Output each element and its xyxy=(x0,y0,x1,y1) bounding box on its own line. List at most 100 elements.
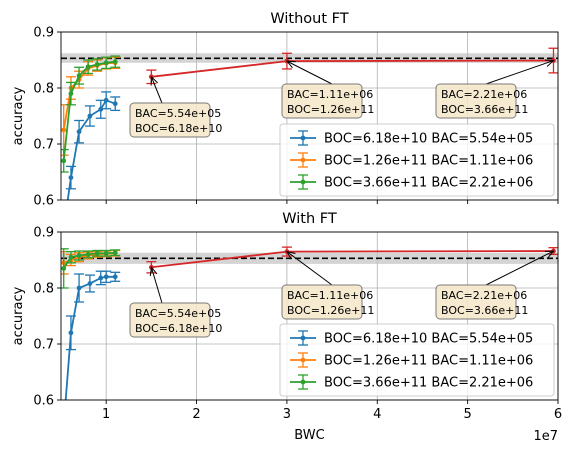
annotation-arrow xyxy=(150,76,163,104)
series-2 xyxy=(61,248,121,289)
data-point xyxy=(68,330,74,336)
annotation-arrowhead xyxy=(150,75,158,86)
y-tick-label: 0.7 xyxy=(33,138,54,153)
annotation-arrow xyxy=(286,251,333,286)
plot-area xyxy=(61,246,558,428)
data-point xyxy=(112,59,118,65)
x-tick-label: 1 xyxy=(102,407,110,422)
annotation-box xyxy=(129,102,211,138)
data-point xyxy=(112,274,118,280)
annotation-arrowhead xyxy=(149,266,158,277)
chart-panel-without-ft: 0.6 0.7 0.8 0.9 Without FT accuracy BAC=5.54e+… xyxy=(11,11,559,231)
data-point xyxy=(61,266,67,271)
legend-label: BOC=1.26e+11 BAC=1.11e+06 xyxy=(324,354,533,369)
data-point xyxy=(68,91,74,96)
x-tick-label: 3 xyxy=(283,407,291,422)
annotation-text: BAC=1.11e+06 xyxy=(287,289,373,302)
annotation-text: BOC=1.26e+11 xyxy=(287,304,374,317)
y-tick-label: 0.8 xyxy=(33,82,54,97)
series-line xyxy=(64,275,116,400)
series-0 xyxy=(61,91,121,231)
annotation-arrowhead xyxy=(544,250,555,259)
annotation-arrow xyxy=(485,60,554,85)
annotation-text: BAC=2.21e+06 xyxy=(441,289,527,302)
data-point xyxy=(103,274,109,280)
legend-label: BOC=3.66e+11 BAC=2.21e+06 xyxy=(324,176,533,191)
data-point xyxy=(61,158,67,164)
legend: BOC=6.18e+10 BAC=5.54e+05 BOC=1.26e+11 BA… xyxy=(279,323,555,397)
legend-label: BOC=3.66e+11 BAC=2.21e+06 xyxy=(324,376,533,391)
annotation-arrow xyxy=(485,250,554,286)
data-point xyxy=(85,64,91,70)
axes-frame xyxy=(60,231,559,401)
data-point xyxy=(76,129,82,135)
x-tick-label: 4 xyxy=(373,407,381,422)
data-point xyxy=(68,175,74,181)
annotation-text: BOC=1.26e+11 xyxy=(287,103,374,116)
data-point xyxy=(94,62,100,67)
data-point xyxy=(94,250,100,256)
data-point xyxy=(76,73,82,79)
data-point xyxy=(61,423,66,428)
y-tick-label: 0.7 xyxy=(33,338,54,353)
legend-label: BOC=6.18e+10 BAC=5.54e+05 xyxy=(324,132,533,147)
annotation-box xyxy=(281,284,363,320)
y-tick-label: 0.9 xyxy=(33,26,54,41)
data-point xyxy=(103,250,109,256)
legend-marker xyxy=(300,335,306,341)
legend-label: BOC=1.26e+11 BAC=1.11e+06 xyxy=(324,154,533,169)
annotation-text: BAC=5.54e+05 xyxy=(135,307,221,320)
series-line xyxy=(151,59,554,78)
series-2 xyxy=(61,55,121,173)
data-point xyxy=(112,250,118,256)
x-tick-label: 6 xyxy=(554,407,562,422)
data-point xyxy=(103,60,109,66)
annotation-box xyxy=(281,83,363,119)
data-point xyxy=(68,254,74,260)
annotation-arrowhead xyxy=(544,59,555,67)
legend-marker xyxy=(300,157,306,163)
y-tick-label: 0.6 xyxy=(33,394,54,409)
y-axis-label: accuracy xyxy=(11,86,26,145)
x-axis-label: BWC xyxy=(294,428,324,443)
data-point xyxy=(87,281,93,286)
chart-title: Without FT xyxy=(270,11,348,27)
legend-marker xyxy=(300,135,306,141)
annotation-box xyxy=(435,83,517,119)
x-offset-label: 1e7 xyxy=(533,429,558,444)
data-point xyxy=(61,127,67,133)
legend-frame xyxy=(279,123,555,197)
chart-title: With FT xyxy=(282,211,337,227)
plot-area xyxy=(61,47,558,231)
data-point xyxy=(76,253,82,258)
y-tick-label: 0.9 xyxy=(33,226,54,241)
y-tick-label: 0.8 xyxy=(33,282,54,297)
annotation-text: BOC=3.66e+11 xyxy=(441,304,528,317)
legend-marker xyxy=(300,179,306,185)
x-tick-label: 5 xyxy=(463,407,471,422)
annotation-arrowhead xyxy=(285,250,296,260)
annotation-text: BAC=5.54e+05 xyxy=(135,107,221,120)
y-tick-label: 0.6 xyxy=(33,194,54,209)
legend-marker xyxy=(300,379,306,385)
annotation-arrowhead xyxy=(285,60,296,69)
data-point xyxy=(98,275,104,281)
chart-panel-with-ft: 1 2 3 4 5 6 0.6 0.7 0.8 0.9 With FT accuracy BWC 1e7 B… xyxy=(11,211,562,444)
legend: BOC=6.18e+10 BAC=5.54e+05 BOC=1.26e+11 BA… xyxy=(279,123,555,197)
annotation-box xyxy=(129,302,211,338)
legend-marker xyxy=(300,357,306,363)
data-point xyxy=(112,101,118,107)
annotation-arrow xyxy=(150,267,163,304)
data-point xyxy=(87,113,93,119)
y-axis-label: accuracy xyxy=(11,286,26,345)
annotation-text: BAC=2.21e+06 xyxy=(441,88,527,101)
data-point xyxy=(103,97,109,103)
data-point xyxy=(61,226,66,231)
annotation-text: BOC=6.18e+10 xyxy=(135,122,222,135)
data-point xyxy=(76,285,82,291)
annotation-box xyxy=(435,284,517,320)
legend-frame xyxy=(279,323,555,397)
annotation-text: BOC=6.18e+10 xyxy=(135,322,222,335)
annotation-text: BAC=1.11e+06 xyxy=(287,88,373,101)
